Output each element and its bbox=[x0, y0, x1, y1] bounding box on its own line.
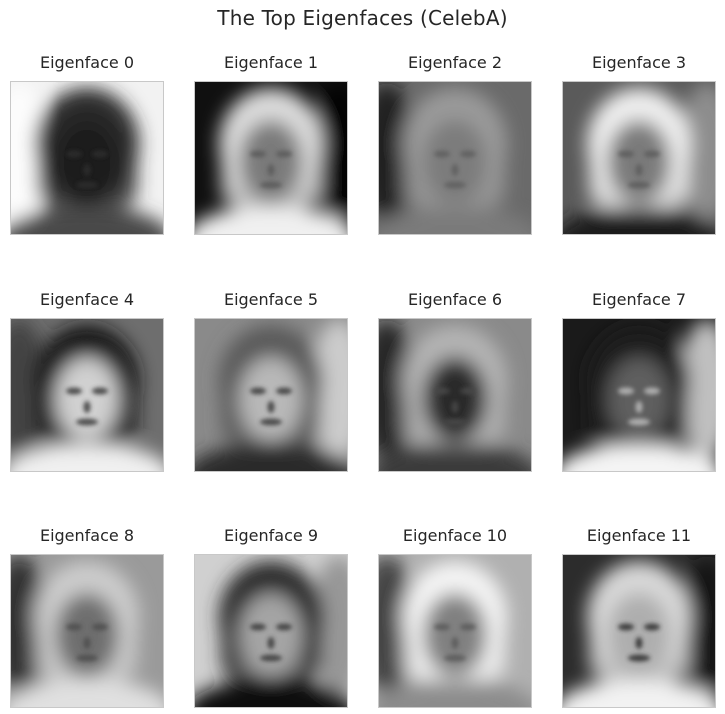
figure-title: The Top Eigenfaces (CelebA) bbox=[217, 6, 508, 30]
eigenface-title: Eigenface 0 bbox=[39, 53, 135, 72]
eigenface-image bbox=[10, 318, 164, 472]
eigenface-image bbox=[562, 318, 716, 472]
eigenface-image bbox=[194, 318, 348, 472]
eigenface-image bbox=[194, 81, 348, 235]
eigenface-title: Eigenface 10 bbox=[402, 526, 508, 545]
eigenface-image bbox=[562, 554, 716, 708]
eigenface-title: Eigenface 6 bbox=[407, 290, 503, 309]
eigenface-image bbox=[194, 554, 348, 708]
eigenface-image bbox=[10, 81, 164, 235]
eigenface-title: Eigenface 8 bbox=[39, 526, 135, 545]
eigenface-title: Eigenface 11 bbox=[586, 526, 692, 545]
eigenface-image bbox=[562, 81, 716, 235]
eigenface-title: Eigenface 9 bbox=[223, 526, 319, 545]
eigenface-title: Eigenface 3 bbox=[591, 53, 687, 72]
eigenface-title: Eigenface 2 bbox=[407, 53, 503, 72]
eigenface-image bbox=[378, 554, 532, 708]
eigenface-title: Eigenface 5 bbox=[223, 290, 319, 309]
eigenface-title: Eigenface 4 bbox=[39, 290, 135, 309]
eigenface-title: Eigenface 7 bbox=[591, 290, 687, 309]
eigenface-image bbox=[10, 554, 164, 708]
eigenface-image bbox=[378, 318, 532, 472]
eigenface-title: Eigenface 1 bbox=[223, 53, 319, 72]
eigenface-image bbox=[378, 81, 532, 235]
